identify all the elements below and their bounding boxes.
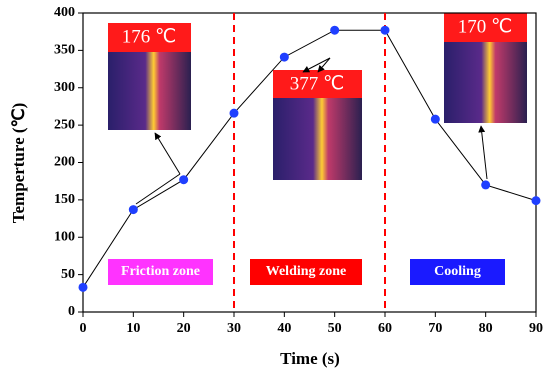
- x-tick-label: 80: [479, 321, 493, 336]
- y-axis-label: Temperture (℃): [9, 103, 28, 224]
- arrow: [302, 57, 331, 73]
- y-tick-label: 50: [61, 267, 75, 282]
- zone-label: Welding zone: [266, 264, 347, 279]
- y-tick-label: 250: [54, 117, 75, 132]
- annotation: 377 ℃: [290, 73, 345, 94]
- x-tick-label: 0: [80, 321, 87, 336]
- annotation-box: [273, 70, 362, 98]
- thermal-image: [108, 52, 191, 130]
- arrow: [478, 125, 488, 180]
- arrow: [154, 132, 181, 175]
- data-point: [229, 108, 239, 118]
- zone-box: [410, 259, 505, 285]
- zone-box: [108, 259, 213, 285]
- annotation: 176 ℃: [122, 26, 177, 47]
- annotation-box: [444, 13, 527, 42]
- zone-label: Friction zone: [121, 264, 200, 279]
- thermal-images: 176 ℃ 377 ℃ 170 ℃: [108, 13, 527, 205]
- data-point: [78, 282, 88, 292]
- data-line: [82, 29, 537, 288]
- data-point: [380, 25, 390, 35]
- data-point: [128, 205, 138, 215]
- x-tick-label: 60: [378, 321, 392, 336]
- y-tick-label: 200: [54, 155, 75, 170]
- thermal-image: [444, 42, 527, 123]
- y-tick-label: 150: [54, 192, 75, 207]
- data-point: [430, 114, 440, 124]
- x-tick-label: 90: [529, 321, 543, 336]
- y-tick-label: 100: [54, 229, 75, 244]
- arrow: [317, 57, 331, 73]
- x-tick-label: 30: [227, 321, 241, 336]
- x-tick-label: 20: [177, 321, 191, 336]
- data-point: [179, 175, 189, 185]
- annotation-box: [108, 23, 191, 52]
- y-tick-label: 350: [54, 43, 75, 58]
- annotation: 170 ℃: [458, 16, 513, 37]
- data-point: [330, 25, 340, 35]
- x-tick-label: 70: [428, 321, 442, 336]
- x-tick-label: 50: [328, 321, 342, 336]
- x-tick-label: 10: [126, 321, 140, 336]
- data-point: [481, 180, 491, 190]
- y-tick-label: 0: [68, 304, 75, 319]
- zone-label: Cooling: [434, 264, 481, 279]
- y-tick-label: 400: [54, 5, 75, 20]
- zone-box: [250, 259, 362, 285]
- thermal-image: [273, 98, 362, 180]
- arrow: [135, 173, 181, 205]
- y-tick-label: 300: [54, 80, 75, 95]
- x-tick-label: 40: [277, 321, 291, 336]
- data-point: [531, 196, 541, 206]
- data-point: [279, 52, 289, 62]
- x-axis-label: Time (s): [280, 349, 340, 368]
